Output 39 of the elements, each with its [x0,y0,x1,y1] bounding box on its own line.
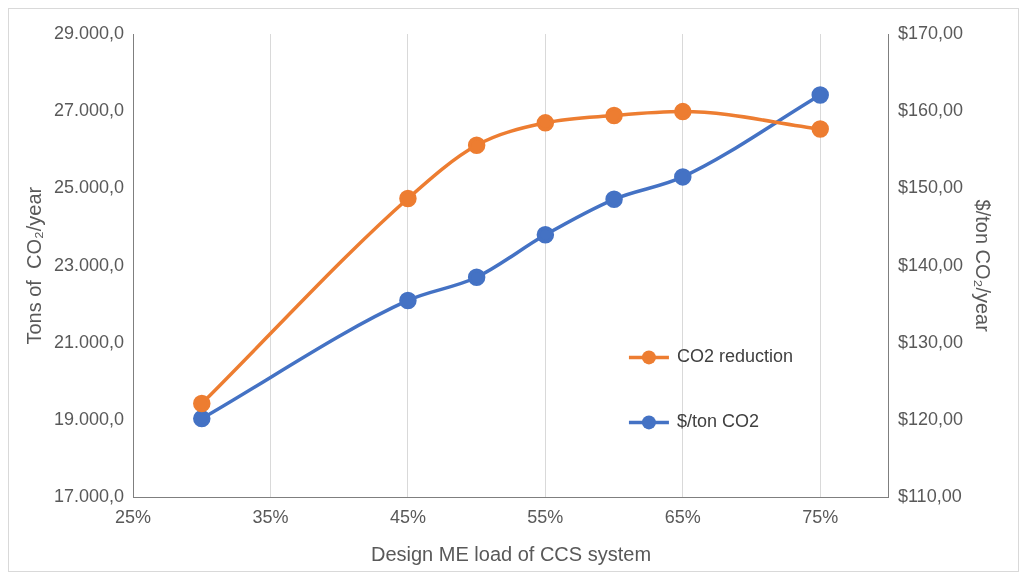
point [467,136,486,154]
point [193,394,211,413]
y-tick-label: 27.000,0 [53,100,125,121]
point [536,226,555,244]
x-axis-title: Design ME load of CCS system [370,542,652,565]
x-tick-label: 65% [664,507,701,528]
point [399,291,417,310]
y2-tick-label: $150,00 [897,177,964,198]
y2-tick-label: $160,00 [897,100,964,121]
point [467,268,486,287]
x-tick-label: 35% [252,507,289,528]
point [674,102,692,121]
y2-axis-title: $/ton CO₂/year [972,199,995,333]
y2-tick-label: $120,00 [897,409,964,430]
point [399,189,417,208]
y2-tick-label: $140,00 [897,254,964,275]
x-tick-label: 25% [115,507,152,528]
legend-label: $/ton CO2 [676,411,759,432]
x-tick-label: 75% [802,507,839,528]
point [811,120,829,138]
y-tick-label: 19.000,0 [53,409,125,430]
x-tick-label: 45% [389,507,426,528]
point [605,190,623,209]
point [674,168,692,186]
point [536,114,555,132]
y-tick-label: 25.000,0 [53,177,125,198]
y-tick-label: 29.000,0 [53,22,125,43]
y-tick-label: 23.000,0 [53,254,125,275]
point [193,409,211,428]
x-tick-label: 55% [527,507,564,528]
y-axis-title: Tons of CO₂/year [22,186,45,345]
y-tick-label: 17.000,0 [53,486,125,507]
point [605,106,623,125]
legend-label: CO2 reduction [676,346,793,367]
y2-tick-label: $110,00 [897,486,962,507]
y2-tick-label: $170,00 [897,22,964,43]
y-tick-label: 21.000,0 [53,331,125,352]
point [811,86,829,104]
y2-tick-label: $130,00 [897,331,964,352]
